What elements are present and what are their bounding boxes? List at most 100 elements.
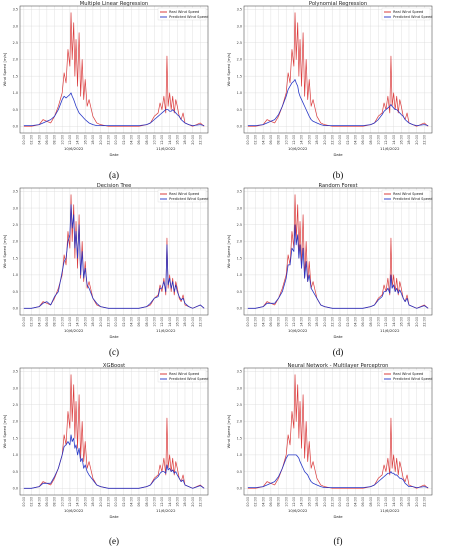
x-tick-label: 02:00 (122, 135, 126, 145)
x-tick-label: 10:00 (284, 317, 288, 327)
y-tick-label: 2.0 (13, 58, 18, 62)
predicted-wind-speed-line (247, 454, 429, 489)
x-tick-label: 00:00 (246, 135, 250, 145)
legend-label: Predicted Wind Speed (169, 197, 208, 201)
x-tick-label: 22:00 (199, 317, 203, 327)
x-tick-label: 10:00 (60, 135, 64, 145)
x-tick-label: 04:00 (353, 317, 357, 327)
x-tick-label: 20:00 (415, 497, 419, 507)
x-tick-label: 06:00 (269, 317, 273, 327)
chart-svg: 0.00.51.01.52.02.53.03.500:00 02:00 04:00 0… (2, 363, 209, 519)
x-tick-label: 12:00 (384, 497, 388, 507)
date-label: 10/6/2022 (288, 508, 308, 513)
chart-title: Neural Network - Multilayer Perceptron (288, 363, 389, 369)
x-tick-label: 06:00 (269, 135, 273, 145)
legend-box (381, 189, 431, 203)
x-tick-label: 20:00 (415, 135, 419, 145)
x-tick-label: 14:00 (300, 317, 304, 327)
plot-frame (243, 5, 433, 134)
x-tick-label: 08:00 (369, 135, 373, 145)
x-tick-label: 08:00 (145, 317, 149, 327)
y-tick-label: 0.5 (13, 108, 18, 112)
x-tick-label: 08:00 (145, 135, 149, 145)
predicted-wind-speed-line (247, 224, 429, 309)
y-tick-label: 0.5 (13, 470, 18, 474)
x-tick-label: 16:00 (400, 317, 404, 327)
x-tick-label: 18:00 (91, 497, 95, 507)
x-tick-label: 14:00 (76, 135, 80, 145)
x-tick-label: 16:00 (83, 497, 87, 507)
chart-svg: 0.00.51.01.52.02.53.03.500:00 02:00 04:00 0… (226, 1, 433, 157)
x-tick-label: 12:00 (68, 497, 72, 507)
chart-svg: 0.00.51.01.52.02.53.03.500:00 02:00 04:00 0… (2, 1, 209, 157)
legend-box (157, 189, 207, 203)
y-tick-label: 2.0 (237, 240, 242, 244)
x-tick-label: 02:00 (122, 317, 126, 327)
y-tick-label: 3.0 (237, 24, 242, 28)
x-tick-label: 22:00 (106, 497, 110, 507)
y-tick-label: 2.5 (13, 41, 18, 45)
date-label: 10/6/2022 (288, 146, 308, 151)
x-tick-label: 22:00 (330, 135, 334, 145)
legend-label: Real Wind Speed (169, 10, 199, 14)
x-tick-label: 00:00 (22, 317, 26, 327)
x-tick-label: 12:00 (384, 135, 388, 145)
date-label: 10/6/2022 (288, 328, 308, 333)
y-axis-label: Wind Speed [m/s] (226, 52, 231, 86)
x-tick-label: 04:00 (129, 135, 133, 145)
y-tick-label: 2.5 (237, 223, 242, 227)
x-tick-label: 02:00 (254, 317, 258, 327)
x-tick-label: 16:00 (307, 317, 311, 327)
x-tick-label: 00:00 (22, 497, 26, 507)
x-tick-label: 00:00 (114, 135, 118, 145)
y-axis-label: Wind Speed [m/s] (2, 234, 7, 268)
plot-area (20, 6, 208, 133)
x-tick-label: 22:00 (330, 497, 334, 507)
plot-area (244, 6, 432, 133)
date-label: 11/6/2022 (380, 508, 400, 513)
y-tick-label: 0.0 (237, 125, 242, 129)
x-tick-label: 10:00 (60, 317, 64, 327)
x-tick-label: 06:00 (137, 497, 141, 507)
y-tick-label: 2.0 (13, 240, 18, 244)
y-tick-label: 2.0 (237, 420, 242, 424)
y-tick-label: 1.0 (237, 91, 242, 95)
chart-title: Multiple Linear Regression (80, 1, 148, 7)
y-tick-label: 3.0 (13, 386, 18, 390)
x-tick-label: 20:00 (415, 317, 419, 327)
x-tick-label: 14:00 (168, 497, 172, 507)
x-tick-label: 00:00 (114, 317, 118, 327)
plot-frame (19, 367, 209, 496)
y-tick-label: 3.0 (13, 24, 18, 28)
x-tick-label: 08:00 (277, 317, 281, 327)
x-tick-label: 14:00 (392, 317, 396, 327)
x-tick-label: 02:00 (346, 135, 350, 145)
y-tick-label: 3.5 (237, 190, 242, 194)
y-tick-label: 1.0 (13, 453, 18, 457)
x-tick-label: 12:00 (68, 317, 72, 327)
x-tick-label: 22:00 (199, 497, 203, 507)
y-tick-label: 3.0 (13, 206, 18, 210)
date-label: 11/6/2022 (380, 146, 400, 151)
plot-frame (19, 5, 209, 134)
chart-panel-f: 0.0 0.5 1.0 1.5 2.0 2.5 3.0 3.5 00:00 02:00 04:00 0… (224, 362, 439, 527)
x-tick-label: 20:00 (323, 317, 327, 327)
x-tick-label: 08:00 (53, 317, 57, 327)
y-axis-label: Wind Speed [m/s] (2, 52, 7, 86)
y-tick-label: 3.5 (237, 8, 242, 12)
date-label: 11/6/2022 (156, 328, 176, 333)
x-tick-label: 16:00 (307, 497, 311, 507)
x-tick-label: 00:00 (22, 135, 26, 145)
chart-title: XGBoost (103, 363, 125, 369)
x-tick-label: 16:00 (400, 135, 404, 145)
x-tick-label: 14:00 (300, 497, 304, 507)
x-tick-label: 04:00 (37, 135, 41, 145)
x-tick-label: 14:00 (392, 135, 396, 145)
x-tick-label: 06:00 (269, 497, 273, 507)
x-tick-label: 18:00 (407, 497, 411, 507)
y-tick-label: 3.5 (237, 370, 242, 374)
x-tick-label: 16:00 (400, 497, 404, 507)
